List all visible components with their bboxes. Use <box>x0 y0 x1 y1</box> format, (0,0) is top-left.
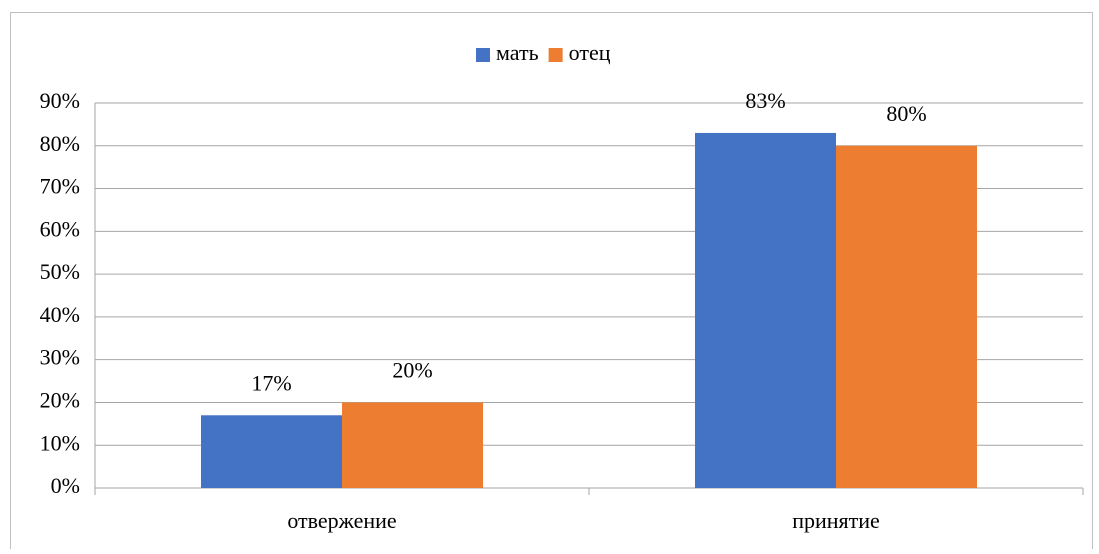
y-tick-label: 10% <box>40 430 80 455</box>
x-tick-label: отвержение <box>287 508 396 533</box>
value-label: 17% <box>251 370 291 395</box>
bar <box>695 132 836 488</box>
y-tick-label: 60% <box>40 216 80 241</box>
bar <box>836 145 977 488</box>
y-tick-label: 0% <box>51 473 80 498</box>
y-tick-label: 70% <box>40 174 80 199</box>
x-tick-label: принятие <box>792 508 880 533</box>
y-tick-label: 40% <box>40 302 80 327</box>
value-label: 80% <box>886 101 926 126</box>
y-tick-label: 80% <box>40 131 80 156</box>
bar <box>201 415 342 488</box>
legend-label: отец <box>569 40 611 65</box>
legend-swatch <box>548 48 563 62</box>
bar <box>342 402 483 488</box>
legend-label: мать <box>496 40 539 65</box>
legend-swatch <box>476 48 490 62</box>
y-tick-label: 50% <box>40 259 80 284</box>
value-label: 20% <box>392 357 432 382</box>
y-tick-label: 20% <box>40 387 80 412</box>
y-tick-label: 30% <box>40 345 80 370</box>
y-tick-label: 90% <box>40 88 80 113</box>
value-label: 83% <box>745 88 785 113</box>
